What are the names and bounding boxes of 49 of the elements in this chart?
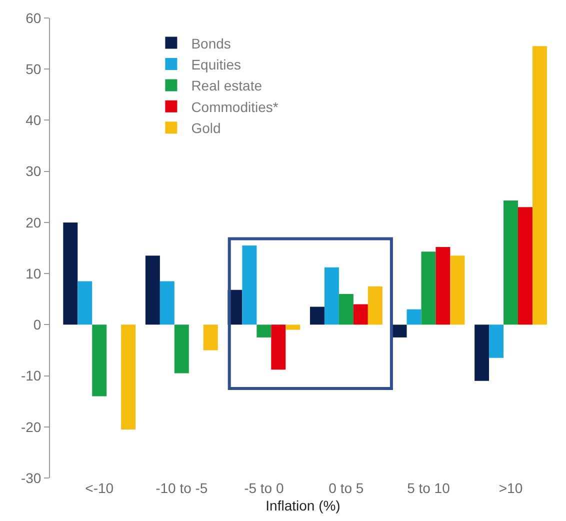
bar <box>392 324 407 338</box>
bar <box>145 256 160 325</box>
bar <box>78 281 92 325</box>
bar <box>368 286 382 325</box>
y-tick-label: 0 <box>33 316 42 333</box>
y-tick-label: 60 <box>26 10 42 26</box>
x-tick-label: -5 to 0 <box>244 480 284 496</box>
legend-label: Gold <box>191 120 221 136</box>
legend-label: Real estate <box>191 78 262 94</box>
x-axis-title: Inflation (%) <box>266 497 340 514</box>
bar <box>242 245 257 325</box>
bar <box>489 324 504 358</box>
bar <box>518 207 532 325</box>
x-tick-label: 5 to 10 <box>407 480 450 496</box>
bar <box>63 222 78 325</box>
bar <box>203 324 218 350</box>
bar <box>353 304 368 325</box>
bar <box>256 324 272 338</box>
y-tick-label: 30 <box>26 163 42 180</box>
x-tick-label: >10 <box>498 480 523 496</box>
x-tick-label: <-10 <box>85 480 114 496</box>
bar <box>286 324 300 330</box>
y-tick-label: -10 <box>20 368 42 384</box>
bar <box>532 46 547 325</box>
bar <box>406 309 422 325</box>
bar <box>450 256 465 325</box>
bar <box>474 324 490 381</box>
bar <box>92 324 107 396</box>
bar <box>338 294 354 325</box>
bar <box>436 246 450 325</box>
x-tick-label: -10 to -5 <box>156 480 208 496</box>
bar <box>324 267 339 325</box>
bar <box>504 200 518 325</box>
legend-label: Equities <box>191 56 242 72</box>
y-tick-label: 20 <box>26 214 42 230</box>
y-tick-label: 40 <box>26 112 42 128</box>
y-tick-label: -20 <box>20 418 42 435</box>
bar <box>121 324 136 430</box>
legend-label: Bonds <box>191 35 231 52</box>
bar <box>160 281 174 325</box>
x-tick-label: 0 to 5 <box>328 480 364 496</box>
y-tick-label: -30 <box>20 470 42 486</box>
bar <box>271 324 286 370</box>
bar <box>421 252 436 325</box>
bar <box>310 306 324 325</box>
y-tick-label: 50 <box>26 61 42 78</box>
bar <box>174 324 189 374</box>
legend-label: Commodities* <box>191 98 279 115</box>
y-tick-label: 10 <box>26 265 42 282</box>
